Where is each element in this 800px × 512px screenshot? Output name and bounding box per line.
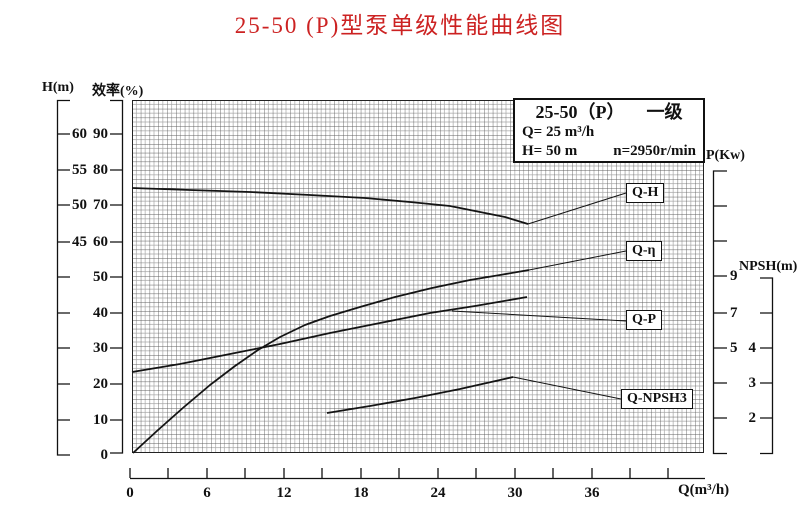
eff-axis xyxy=(110,99,124,454)
eff-tick-80: 80 xyxy=(93,162,108,178)
curve-tag-q-eta: Q-η xyxy=(626,241,662,261)
rated-speed: n=2950r/min xyxy=(613,143,696,159)
eff-tick-10: 10 xyxy=(93,412,108,428)
eff-tick-90: 90 xyxy=(93,126,108,142)
eff-tick-0: 0 xyxy=(100,447,109,463)
q-tick-6: 6 xyxy=(203,485,211,501)
p-axis-title: P(Kw) xyxy=(706,148,745,163)
h-axis xyxy=(56,99,70,456)
leader-q-npsh3 xyxy=(512,376,622,400)
leader-q-p xyxy=(451,310,627,322)
rated-head: H= 50 m xyxy=(522,143,578,159)
p-tick-7: 7 xyxy=(730,305,738,321)
h-tick-45: 45 xyxy=(72,234,87,250)
npsh-tick-2: 2 xyxy=(748,410,757,426)
curve-q-h xyxy=(131,187,529,225)
page-title: 25-50 (P)型泵单级性能曲线图 xyxy=(234,13,566,38)
pump-stage: 一级 xyxy=(646,102,683,122)
eff-tick-30: 30 xyxy=(93,340,108,356)
eff-axis-title: 效率(%) xyxy=(92,84,144,99)
q-tick-12: 12 xyxy=(276,485,292,501)
eff-tick-50: 50 xyxy=(93,269,108,285)
curve-tag-q-p: Q-P xyxy=(626,310,663,330)
rated-parameters-box: 25-50（P） 一级 Q= 25 m³/h H= 50 m n=2950r/m… xyxy=(513,98,705,163)
curve-q-npsh3 xyxy=(326,376,514,414)
p-tick-5: 5 xyxy=(730,340,738,356)
npsh-tick-4: 4 xyxy=(748,340,757,356)
eff-tick-60: 60 xyxy=(93,234,108,250)
pump-model: 25-50（P） xyxy=(535,102,625,122)
curve-tag-q-npsh3: Q-NPSH3 xyxy=(621,389,693,409)
leader-q-h xyxy=(527,192,627,225)
eff-tick-70: 70 xyxy=(93,197,108,213)
q-tick-36: 36 xyxy=(584,485,600,501)
npsh-tick-3: 3 xyxy=(748,375,757,391)
npsh-axis xyxy=(760,277,774,455)
npsh-axis-title: NPSH(m) xyxy=(739,259,798,274)
curve-q-eta xyxy=(132,269,530,454)
eff-tick-20: 20 xyxy=(93,376,108,392)
curve-tag-q-h: Q-H xyxy=(626,183,665,203)
h-tick-55: 55 xyxy=(72,162,87,178)
p-axis xyxy=(712,170,727,455)
curve-q-p xyxy=(131,296,528,373)
rated-flow: Q= 25 m³/h xyxy=(522,124,595,140)
q-axis xyxy=(129,468,705,480)
leader-q-eta xyxy=(528,250,627,271)
p-tick-9: 9 xyxy=(730,268,738,284)
q-tick-18: 18 xyxy=(353,485,369,501)
q-axis-title: Q(m³/h) xyxy=(678,482,730,498)
eff-tick-40: 40 xyxy=(93,305,108,321)
q-tick-0: 0 xyxy=(126,485,134,501)
q-tick-30: 30 xyxy=(507,485,523,501)
h-tick-60: 60 xyxy=(72,126,87,142)
q-tick-24: 24 xyxy=(430,485,446,501)
h-axis-title: H(m) xyxy=(42,80,74,95)
h-tick-50: 50 xyxy=(72,197,87,213)
